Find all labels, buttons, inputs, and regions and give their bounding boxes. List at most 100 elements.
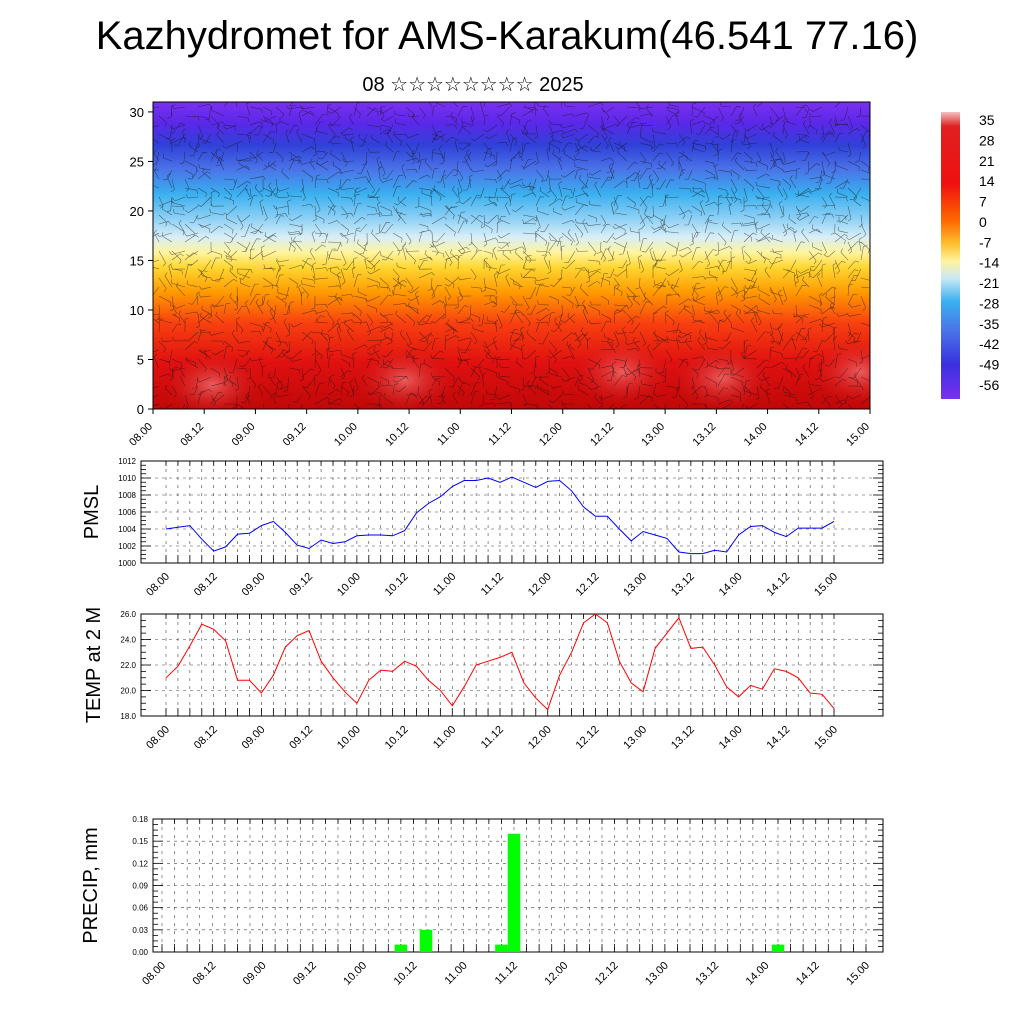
y-tick-label: 1002 [118,542,136,551]
profile-y-tick-label: 15 [130,253,144,268]
page-subtitle: 08 ☆☆☆☆☆☆☆☆ 2025 [362,74,584,96]
x-tick-label: 08.00 [144,571,172,599]
y-tick-label: 26.0 [120,610,136,619]
y-tick-label: 0.00 [132,948,148,957]
profile-x-tick-label: 15.00 [844,421,872,449]
profile-x-tick-label: 12.12 [588,421,616,449]
profile-x-tick-label: 11.00 [435,421,462,448]
x-tick-label: 11.00 [431,571,458,598]
x-tick-label: 12.12 [574,571,602,599]
profile-y-tick-label: 25 [130,154,144,169]
colorbar-label: 0 [979,214,987,230]
profile-x-tick-label: 08.12 [178,421,206,449]
x-tick-label: 14.00 [717,724,745,752]
x-tick-label: 13.00 [621,724,649,752]
y-tick-label: 0.15 [132,837,148,846]
profile-x-tick-label: 10.12 [383,421,411,449]
series-line [165,476,835,555]
y-axis-label: PRECIP, mm [80,827,102,943]
x-tick-label: 15.00 [812,571,840,599]
profile-x-tick-label: 09.12 [281,421,309,449]
x-tick-label: 09.00 [240,571,268,599]
x-tick-label: 13.12 [669,724,697,752]
x-tick-label: 13.00 [621,571,649,599]
y-tick-label: 1010 [118,474,136,483]
profile-x-tick-label: 08.00 [127,421,155,449]
x-tick-label: 11.12 [479,571,506,598]
x-tick-label: 15.00 [812,724,840,752]
y-tick-label: 0.06 [132,904,148,913]
x-tick-label: 11.00 [442,960,469,987]
colorbar-label: 35 [979,112,995,128]
y-tick-label: 18.0 [120,712,136,721]
profile-x-tick-label: 10.00 [332,421,360,449]
x-tick-label: 14.12 [794,960,822,988]
y-axis-label: TEMP at 2 M [83,607,105,723]
precip-bar [495,944,508,952]
x-tick-label: 09.12 [287,724,315,752]
colorbar-label: 28 [979,132,995,148]
colorbar-label: -49 [979,357,999,373]
profile-y-tick-label: 30 [130,105,144,120]
profile-y-tick-label: 0 [137,402,144,417]
precip-bar [771,944,785,952]
x-tick-label: 09.12 [287,571,315,599]
profile-x-tick-label: 12.00 [537,421,565,449]
colorbar-label: -42 [979,336,999,352]
x-tick-label: 11.12 [479,724,506,751]
series-line [165,613,835,711]
colorbar-label: -7 [979,234,992,250]
profile-x-tick-label: 14.12 [793,421,821,449]
x-tick-label: 10.00 [335,724,363,752]
x-tick-label: 09.00 [240,724,268,752]
x-tick-label: 14.00 [744,960,772,988]
x-tick-label: 08.12 [192,571,220,599]
precip-bar [419,929,433,952]
y-tick-label: 1004 [118,525,136,534]
x-tick-label: 13.12 [693,960,721,988]
profile-x-tick-label: 14.00 [742,421,770,449]
colorbar-label: -35 [979,316,999,332]
profile-y-tick-label: 5 [137,352,144,367]
x-tick-label: 14.12 [764,571,792,599]
x-tick-label: 08.12 [190,960,218,988]
profile-x-tick-label: 09.00 [230,421,258,449]
profile-x-tick-label: 13.00 [639,421,667,449]
x-tick-label: 12.00 [542,960,570,988]
colorbar-label: 21 [979,153,995,169]
y-axis-label: PMSL [81,485,103,539]
profile-overlay [153,102,870,409]
x-tick-label: 12.12 [574,724,602,752]
y-tick-label: 1012 [118,457,136,466]
x-tick-label: 12.00 [526,571,554,599]
x-tick-label: 14.12 [764,724,792,752]
y-tick-label: 1008 [118,491,136,500]
x-tick-label: 10.12 [383,724,411,752]
colorbar-label: -21 [979,275,999,291]
x-tick-label: 15.00 [844,960,872,988]
page-title: Kazhydromet for AMS-Karakum(46.541 77.16… [95,14,919,58]
profile-y-tick-label: 10 [130,303,144,318]
x-tick-label: 11.00 [431,724,458,751]
precip-bar [507,833,521,952]
y-tick-label: 22.0 [120,661,136,670]
y-tick-label: 1000 [118,559,136,568]
y-tick-label: 0.09 [132,882,148,891]
y-tick-label: 24.0 [120,636,136,645]
y-tick-label: 0.12 [132,859,148,868]
x-tick-label: 08.00 [140,960,168,988]
y-tick-label: 1006 [118,508,136,517]
x-tick-label: 10.00 [341,960,369,988]
warm-core [572,338,672,406]
x-tick-label: 10.12 [392,960,420,988]
x-tick-label: 11.12 [493,960,520,987]
colorbar-label: -28 [979,295,999,311]
colorbar-label: 7 [979,194,987,210]
x-tick-label: 08.00 [144,724,172,752]
x-tick-label: 09.00 [241,960,269,988]
colorbar-label: 14 [979,173,995,189]
profile-y-tick-label: 20 [130,204,144,219]
colorbar [941,112,960,399]
x-tick-label: 14.00 [717,571,745,599]
